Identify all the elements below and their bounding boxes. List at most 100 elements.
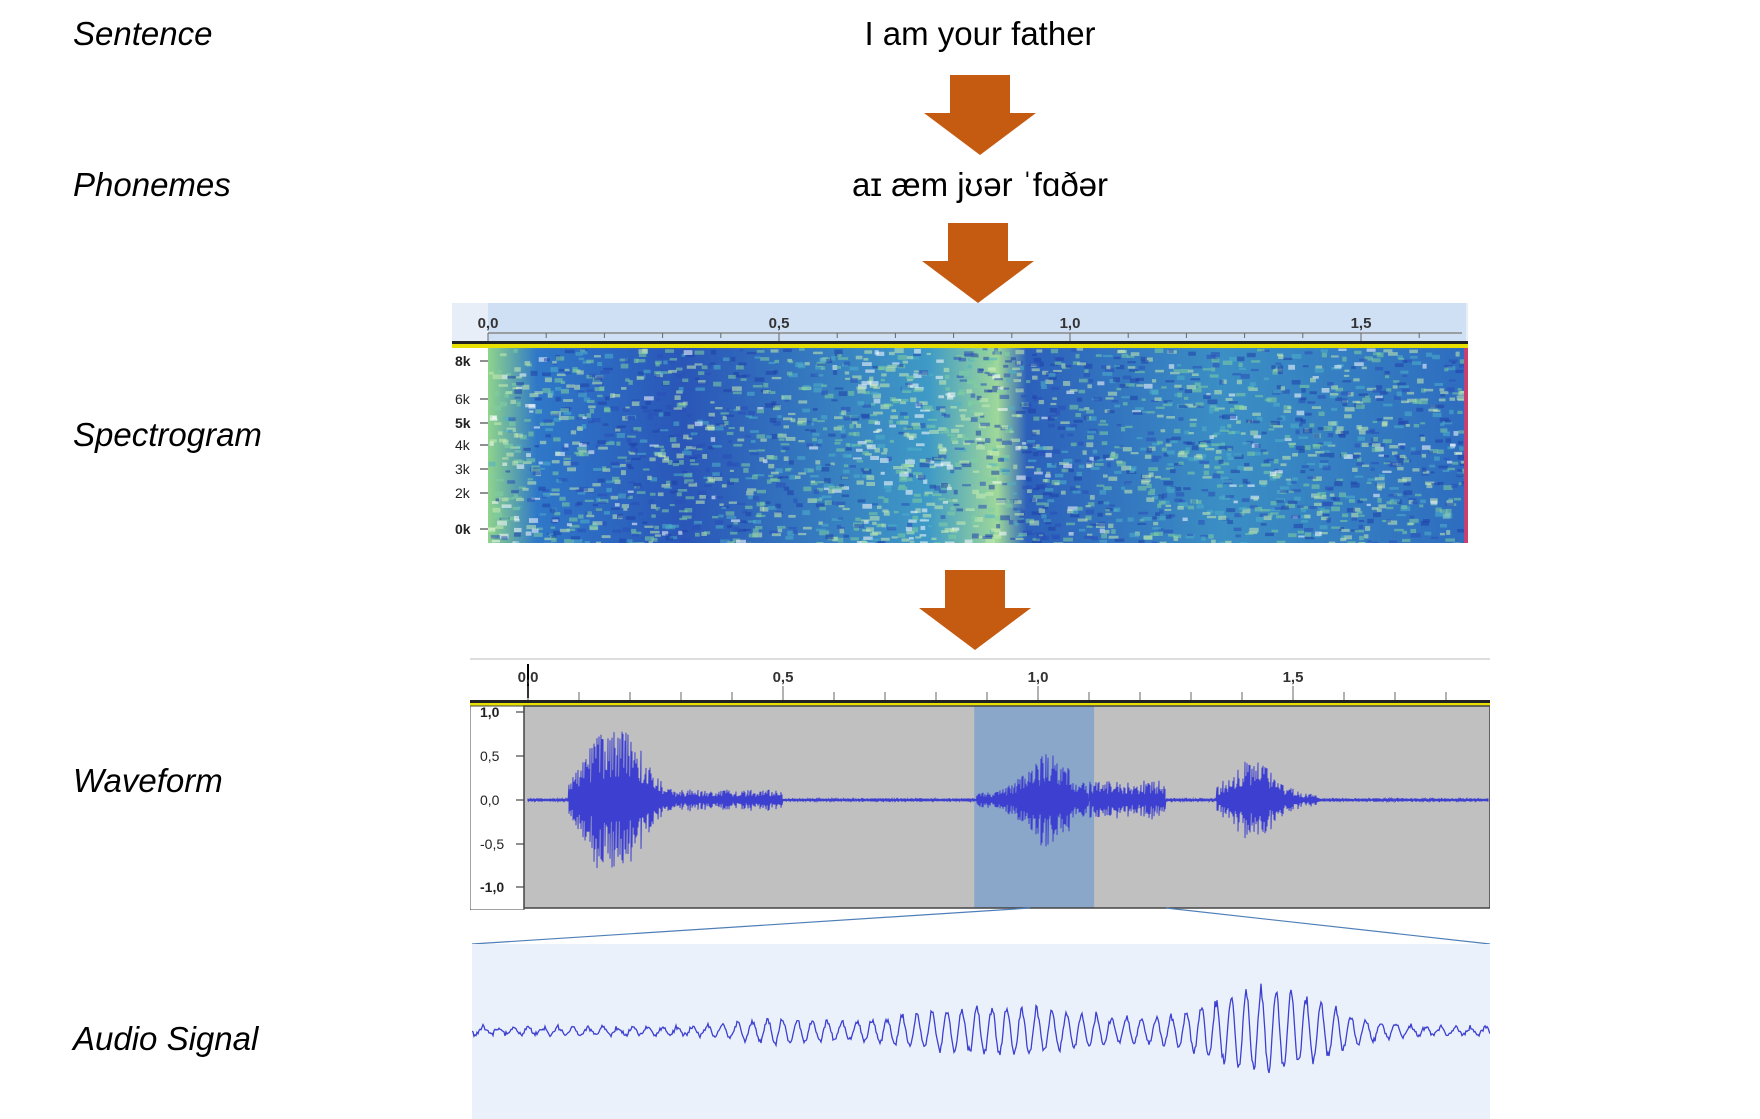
spectrogram-speck bbox=[1166, 486, 1176, 492]
spectrogram-speck bbox=[512, 460, 519, 466]
spectrogram-speck bbox=[1116, 423, 1122, 427]
spectrogram-speck bbox=[1084, 535, 1094, 539]
spectrogram-speck bbox=[669, 524, 680, 528]
spectrogram-speck bbox=[1010, 357, 1016, 361]
spectrogram-speck bbox=[979, 398, 989, 403]
spectrogram-speck bbox=[873, 398, 881, 404]
spectrogram-speck bbox=[996, 524, 1001, 529]
spectrogram-speck bbox=[1000, 457, 1009, 462]
spectrogram-speck bbox=[1202, 476, 1212, 479]
spectrogram-speck bbox=[738, 362, 747, 366]
spectrogram-speck bbox=[770, 471, 779, 475]
spectrogram-speck bbox=[921, 508, 928, 513]
spectrogram-speck bbox=[730, 531, 738, 535]
spectrogram-speck bbox=[843, 469, 850, 474]
spectrogram-speck bbox=[655, 362, 660, 367]
spectrogram-speck bbox=[1048, 423, 1055, 428]
spectrogram-speck bbox=[636, 491, 646, 494]
spectrogram-speck bbox=[616, 425, 627, 428]
spectrogram-speck bbox=[583, 488, 594, 493]
spectrogram-speck bbox=[606, 480, 614, 484]
spectrogram-speck bbox=[789, 474, 796, 480]
spectrogram-speck bbox=[882, 509, 889, 513]
spectrogram-speck bbox=[1355, 385, 1365, 390]
spectrogram-speck bbox=[982, 348, 988, 351]
spectrogram-speck bbox=[1336, 478, 1344, 481]
spectrogram-speck bbox=[588, 405, 596, 409]
spectrogram-speck bbox=[1023, 402, 1032, 406]
spectrogram-speck bbox=[856, 386, 866, 390]
spectrogram-speck bbox=[1303, 483, 1310, 487]
spectrogram-speck bbox=[1407, 522, 1415, 525]
spectrogram-speck bbox=[1183, 441, 1192, 445]
spectrogram-speck bbox=[991, 470, 1000, 475]
spectrogram-speck bbox=[1448, 359, 1458, 363]
spectrogram-speck bbox=[976, 349, 987, 355]
spectrogram-speck bbox=[1338, 492, 1347, 498]
spectrogram-speck bbox=[773, 370, 778, 375]
spectrogram-speck bbox=[821, 467, 830, 472]
spectrogram-speck bbox=[984, 438, 991, 444]
spectrogram-speck bbox=[737, 438, 745, 442]
spectrogram-speck bbox=[1222, 480, 1233, 483]
spectrogram-speck bbox=[1010, 537, 1015, 540]
spectrogram-speck bbox=[876, 524, 881, 528]
spectrogram-speck bbox=[924, 491, 933, 495]
spectrogram-speck bbox=[661, 531, 669, 536]
spectrogram-speck bbox=[1039, 361, 1044, 367]
spectrogram-speck bbox=[1397, 382, 1406, 386]
spectrogram-speck bbox=[668, 369, 677, 373]
spectrogram-speck bbox=[757, 449, 765, 452]
spectrogram-speck bbox=[946, 464, 953, 470]
spectrogram-speck bbox=[869, 381, 879, 387]
spectrogram-speck bbox=[1013, 379, 1022, 383]
spectrogram-speck bbox=[1001, 454, 1010, 459]
spectrogram-speck bbox=[929, 465, 936, 469]
waveform-time-tick-label: 1,0 bbox=[1028, 669, 1049, 686]
spectrogram-speck bbox=[1342, 356, 1347, 362]
spectrogram-speck bbox=[691, 525, 701, 530]
spectrogram-speck bbox=[1084, 369, 1089, 373]
spectrogram-speck bbox=[586, 514, 595, 518]
spectrogram-speck bbox=[971, 521, 979, 525]
spectrogram-speck bbox=[588, 420, 595, 424]
spectrogram-speck bbox=[664, 486, 672, 489]
spectrogram-speck bbox=[560, 380, 566, 385]
spectrogram-speck bbox=[946, 486, 952, 491]
spectrogram-speck bbox=[524, 419, 531, 422]
spectrogram-speck bbox=[566, 384, 575, 388]
spectrogram-speck bbox=[990, 450, 1000, 456]
spectrogram-speck bbox=[1283, 409, 1291, 413]
spectrogram-speck bbox=[994, 378, 1004, 381]
spectrogram-speck bbox=[1178, 417, 1184, 421]
spectrogram-speck bbox=[698, 380, 706, 384]
spectrogram-speck bbox=[497, 520, 507, 526]
spectrogram-speck bbox=[673, 421, 680, 426]
spectrogram-speck bbox=[1000, 515, 1010, 521]
spectrogram-speck bbox=[1304, 527, 1314, 532]
spectrogram-speck bbox=[552, 471, 559, 476]
spectrogram-speck bbox=[1029, 520, 1040, 526]
spectrogram-speck bbox=[1170, 468, 1176, 474]
spectrogram-speck bbox=[602, 466, 607, 471]
spectrogram-speck bbox=[1348, 499, 1355, 503]
spectrogram-speck bbox=[1051, 534, 1061, 540]
spectrogram-speck bbox=[869, 376, 874, 382]
spectrogram-speck bbox=[516, 401, 521, 407]
spectrogram-speck bbox=[637, 371, 644, 377]
spectrogram-speck bbox=[663, 360, 669, 365]
spectrogram-freq-tick-label: 4k bbox=[455, 437, 471, 453]
spectrogram-speck bbox=[1283, 357, 1293, 361]
spectrogram-speck bbox=[919, 401, 928, 405]
spectrogram-speck bbox=[1320, 516, 1329, 521]
spectrogram-speck bbox=[1328, 421, 1337, 426]
spectrogram-speck bbox=[1087, 384, 1092, 389]
spectrogram-speck bbox=[713, 364, 721, 370]
spectrogram-speck bbox=[727, 480, 734, 485]
spectrogram-speck bbox=[1099, 528, 1105, 534]
spectrogram-speck bbox=[802, 510, 810, 516]
spectrogram-speck bbox=[577, 528, 586, 533]
spectrogram-speck bbox=[912, 472, 923, 475]
spectrogram-speck bbox=[522, 384, 530, 390]
spectrogram-speck bbox=[1070, 513, 1080, 518]
